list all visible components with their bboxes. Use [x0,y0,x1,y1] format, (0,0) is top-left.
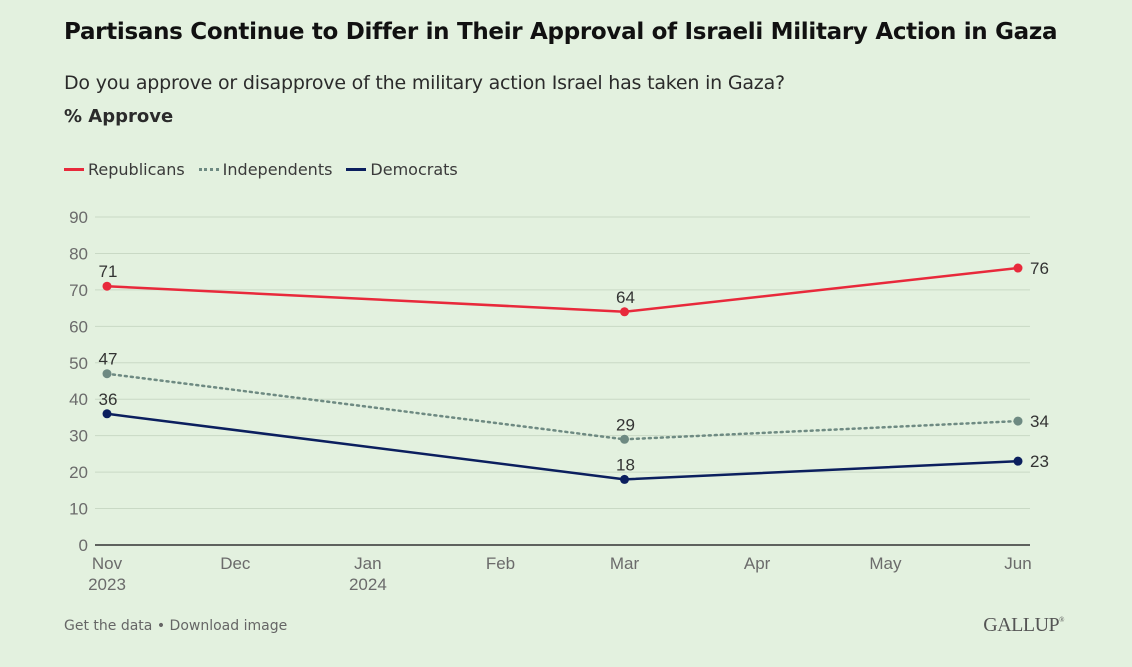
y-tick-label: 60 [69,317,88,336]
data-label-independents: 47 [99,350,118,369]
data-point-independents [1013,416,1023,426]
data-label-democrats: 36 [99,390,118,409]
x-tick-label: Apr [744,554,771,573]
x-tick-label: Jun [1004,554,1031,573]
x-tick-label: Dec [220,554,251,573]
get-data-link[interactable]: Get the data [64,618,153,634]
x-tick-label: Nov [92,554,123,573]
legend-label: Republicans [88,160,185,179]
legend: Republicans Independents Democrats [64,160,458,179]
legend-swatch-republicans [64,168,84,171]
gallup-logo: GALLUP® [983,614,1064,637]
x-axis: Nov 2023 Dec Jan 2024 Feb Mar Apr May Jun [88,554,1032,594]
chart-subtitle: Do you approve or disapprove of the mili… [64,72,785,94]
legend-swatch-independents [198,168,219,171]
y-tick-label: 90 [69,208,88,227]
data-label-republicans: 76 [1030,259,1049,278]
y-tick-label: 20 [69,463,88,482]
chart-title: Partisans Continue to Differ in Their Ap… [64,19,1058,45]
y-tick-label: 40 [69,390,88,409]
y-tick-label: 50 [69,354,88,373]
x-tick-year-label: 2024 [349,575,387,594]
data-point-democrats [620,474,630,484]
data-point-republicans [102,281,112,291]
legend-item-independents[interactable]: Independents [198,160,333,179]
x-tick-label: May [869,554,902,573]
legend-swatch-democrats [346,168,367,171]
logo-text: GALLUP [983,614,1060,636]
y-tick-label: 70 [69,281,88,300]
data-label-independents: 29 [616,415,635,434]
legend-item-republicans[interactable]: Republicans [64,160,185,179]
data-label-democrats: 18 [616,455,635,474]
logo-mark: ® [1059,616,1064,624]
series-lines [105,266,1020,481]
y-tick-label: 80 [69,244,88,263]
x-tick-year-label: 2023 [88,575,126,594]
legend-label: Democrats [370,160,458,179]
data-labels: 71 64 76 47 29 34 36 18 23 [99,259,1049,474]
data-label-republicans: 71 [99,262,118,281]
data-point-republicans [620,307,630,317]
data-label-independents: 34 [1030,412,1049,431]
footer-links: Get the data • Download image [64,618,287,634]
data-point-independents [102,369,112,379]
y-tick-label: 30 [69,427,88,446]
x-tick-label: Jan [354,554,381,573]
data-point-democrats [102,409,112,419]
legend-item-democrats[interactable]: Democrats [346,160,458,179]
footer-separator: • [152,618,170,634]
data-point-republicans [1013,263,1023,273]
y-tick-label: 0 [79,536,88,555]
gridlines [95,216,1030,546]
data-point-democrats [1013,456,1023,466]
data-point-independents [620,434,630,444]
measure-label: % Approve [64,106,174,127]
download-image-link[interactable]: Download image [169,618,288,634]
data-label-democrats: 23 [1030,452,1049,471]
x-tick-label: Feb [486,554,515,573]
x-tick-label: Mar [610,554,640,573]
series-line-democrats [106,412,1019,481]
legend-label: Independents [222,160,333,179]
data-label-republicans: 64 [616,288,635,307]
series-line-independents [105,372,1020,441]
series-points [102,263,1023,484]
y-axis: 0 10 20 30 40 50 60 70 80 90 [69,208,88,555]
y-tick-label: 10 [69,500,88,519]
